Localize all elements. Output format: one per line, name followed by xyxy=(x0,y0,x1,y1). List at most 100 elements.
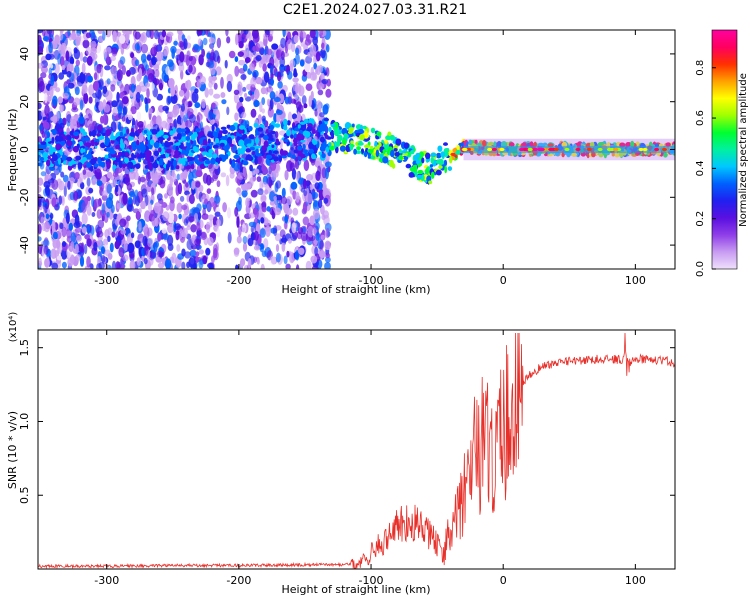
spectrogram-cell xyxy=(114,229,119,238)
spectrogram-cell xyxy=(54,135,60,142)
spectrogram-cell xyxy=(120,84,125,95)
spectrogram-cell xyxy=(312,55,317,64)
spectrogram-cell xyxy=(146,184,152,193)
spectrogram-cell xyxy=(197,30,203,36)
spectrogram-peak xyxy=(642,147,648,152)
spectrogram-cell xyxy=(482,140,487,147)
spectrogram-cell xyxy=(175,165,180,170)
spectrogram-cell xyxy=(188,55,193,62)
spectrogram-cell xyxy=(236,136,241,141)
spectrogram-cell xyxy=(331,133,335,140)
spectrogram-cell xyxy=(438,165,443,169)
spectrogram-cell xyxy=(44,174,52,180)
spectrogram-cell xyxy=(294,159,300,170)
spectrogram-cell xyxy=(190,163,195,170)
spectrogram-cell xyxy=(345,144,350,153)
spectrogram-cell xyxy=(302,143,306,151)
spectrogram-cell xyxy=(226,106,230,116)
spectrogram-cell xyxy=(270,130,276,135)
spectrogram-cell xyxy=(178,158,183,164)
spectrogram-cell xyxy=(101,190,109,197)
spectrogram-cell xyxy=(289,63,294,72)
spectrogram-cell xyxy=(350,140,354,145)
spectrogram-cell xyxy=(88,187,94,194)
spectrogram-cell xyxy=(236,216,240,228)
spectrogram-cell xyxy=(119,34,126,44)
spectrogram-cell xyxy=(38,177,44,186)
spectrogram-cell xyxy=(362,125,367,130)
spectrogram-cell xyxy=(253,245,261,251)
spectrogram-cell xyxy=(328,126,332,133)
spectrogram-cell xyxy=(74,243,79,255)
spectrogram-cell xyxy=(270,170,277,182)
spectrogram-cell xyxy=(255,76,263,85)
spectrogram-cell xyxy=(279,148,284,156)
spectrogram-cell xyxy=(188,156,194,161)
spectrogram-cell xyxy=(273,113,277,123)
spectrogram-cell xyxy=(174,223,182,231)
spectrogram-peak xyxy=(462,147,468,152)
spectrogram-cell xyxy=(234,65,240,77)
spectrogram-cell xyxy=(80,202,87,213)
spectrogram-cell xyxy=(160,176,166,185)
spectrogram-cell xyxy=(75,254,81,262)
spectrogram-cell xyxy=(121,96,129,105)
spectrogram-cell xyxy=(164,193,168,199)
spectrogram-cell xyxy=(220,126,227,130)
spectrogram-cell xyxy=(240,74,247,80)
spectrogram-cell xyxy=(309,30,316,39)
spectrogram-cell xyxy=(66,156,73,162)
spectrogram-cell xyxy=(198,258,204,269)
spectrogram-cell xyxy=(237,172,245,180)
spectrogram-cell xyxy=(170,94,178,104)
spectrogram-cell xyxy=(38,260,43,267)
spectrogram-cell xyxy=(184,190,190,196)
spectrogram-cell xyxy=(119,218,127,228)
spectrogram-cell xyxy=(269,159,277,172)
spectrogram-cell xyxy=(111,100,118,108)
spectrogram-cell xyxy=(324,133,328,140)
spectrogram-cell xyxy=(206,188,212,195)
spectrogram-cell xyxy=(447,166,453,172)
spectrogram-cell xyxy=(284,169,289,181)
spectrogram-cell xyxy=(255,55,262,62)
spectrogram-cell xyxy=(46,159,51,167)
spectrogram-cell xyxy=(86,238,92,247)
spectrogram-cell xyxy=(244,92,248,98)
spectrogram-cell xyxy=(257,188,264,196)
spectrogram-cell xyxy=(108,147,115,154)
spectrogram-cell xyxy=(190,224,197,233)
spectrogram-cell xyxy=(213,247,218,259)
spectrogram-cell xyxy=(114,32,121,43)
x-axis-label: Height of straight line (km) xyxy=(281,283,430,296)
spectrogram-cell xyxy=(436,152,442,159)
y-tick-label: 1.5 xyxy=(18,339,31,357)
spectrogram-cell xyxy=(52,114,58,124)
spectrogram-cell xyxy=(93,241,98,252)
spectrogram-cell xyxy=(295,264,300,269)
spectrogram-cell xyxy=(248,212,255,219)
spectrogram-cell xyxy=(195,170,203,178)
spectrogram-cell xyxy=(207,110,213,121)
spectrogram-cell xyxy=(385,135,391,140)
spectrogram-cell xyxy=(245,148,252,153)
spectrogram-cell xyxy=(374,140,378,147)
spectrogram-cell xyxy=(304,38,312,46)
x-tick-label: -300 xyxy=(94,274,119,287)
spectrogram-cell xyxy=(210,141,214,146)
spectrogram-cell xyxy=(48,67,53,76)
spectrogram-cell xyxy=(56,244,60,255)
spectrogram-cell xyxy=(79,51,83,62)
colorbar-label: Normalized spectral amplitude xyxy=(738,73,749,227)
spectrogram-cell xyxy=(291,113,298,120)
spectrogram-cell xyxy=(286,250,290,258)
spectrogram-cell xyxy=(68,222,74,231)
spectrogram-cell xyxy=(83,243,88,255)
spectrogram-cell xyxy=(186,128,190,134)
spectrogram-cell xyxy=(170,196,175,204)
spectrogram-cell xyxy=(265,225,271,238)
spectrogram-cell xyxy=(238,125,246,130)
spectrogram-cell xyxy=(324,240,332,251)
spectrogram-cell xyxy=(124,157,129,164)
